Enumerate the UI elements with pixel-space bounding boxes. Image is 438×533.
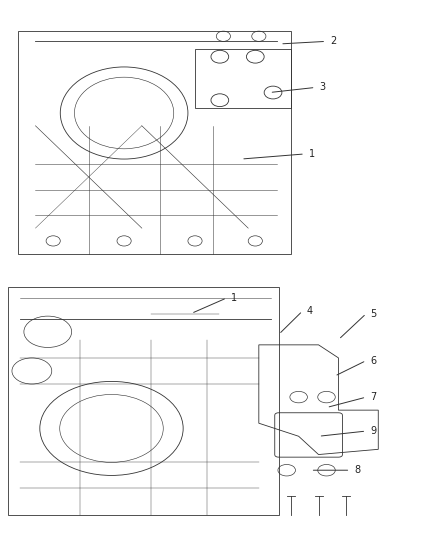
Text: 6: 6 xyxy=(370,356,376,366)
Text: 7: 7 xyxy=(370,392,377,402)
Text: 1: 1 xyxy=(231,293,237,303)
Text: 9: 9 xyxy=(370,426,376,436)
Text: 1: 1 xyxy=(308,149,314,159)
Text: 2: 2 xyxy=(330,36,336,46)
Text: 4: 4 xyxy=(307,306,313,316)
Text: 8: 8 xyxy=(354,465,360,475)
Text: 5: 5 xyxy=(370,309,377,319)
Text: 3: 3 xyxy=(319,83,325,92)
